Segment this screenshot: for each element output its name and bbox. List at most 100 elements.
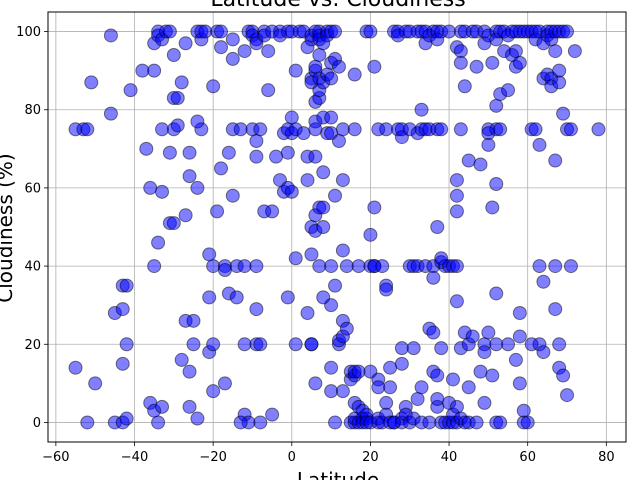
scatter-point	[560, 388, 575, 403]
scatter-point	[162, 145, 177, 160]
scatter-point	[379, 122, 394, 137]
scatter-point	[532, 259, 547, 274]
scatter-point	[151, 415, 166, 430]
scatter-point	[182, 399, 197, 414]
scatter-point	[119, 337, 134, 352]
scatter-point	[304, 337, 319, 352]
scatter-point	[253, 415, 268, 430]
scatter-point	[335, 122, 350, 137]
scatter-point	[324, 384, 339, 399]
scatter-point	[269, 149, 284, 164]
scatter-point	[449, 399, 464, 414]
scatter-point	[151, 235, 166, 250]
scatter-point	[225, 51, 240, 66]
scatter-point	[190, 180, 205, 195]
scatter-point	[206, 259, 221, 274]
scatter-point	[426, 325, 441, 340]
scatter-point	[335, 243, 350, 258]
scatter-point	[410, 392, 425, 406]
scatter-point	[485, 200, 500, 215]
scatter-point	[284, 184, 299, 199]
scatter-point	[442, 24, 457, 39]
scatter-point	[465, 329, 480, 344]
scatter-point	[225, 188, 240, 203]
scatter-point	[489, 286, 504, 301]
scatter-point	[316, 220, 331, 234]
scatter-point	[155, 184, 170, 199]
scatter-point	[512, 329, 527, 344]
scatter-point	[312, 48, 327, 62]
scatter-point	[347, 67, 362, 82]
x-tick-label: −60	[42, 450, 69, 465]
y-tick-label: 100	[16, 25, 41, 40]
scatter-point	[186, 337, 201, 352]
scatter-point	[512, 306, 527, 320]
scatter-point	[363, 227, 378, 242]
scatter-point	[489, 177, 504, 191]
scatter-point	[249, 149, 264, 164]
scatter-point	[508, 352, 523, 367]
scatter-point	[556, 368, 571, 383]
scatter-point	[119, 278, 134, 293]
scatter-point	[347, 122, 362, 137]
y-tick-label: 0	[33, 416, 41, 431]
scatter-point	[249, 259, 264, 274]
scatter-point	[414, 102, 429, 117]
scatter-point	[461, 153, 476, 168]
scatter-point	[394, 341, 409, 356]
scatter-point	[324, 298, 339, 313]
scatter-point	[351, 259, 366, 274]
scatter-point	[233, 122, 248, 137]
scatter-point	[253, 337, 268, 352]
axis-ticks: −60 −40 −20 0 20 40 60 80 0 20 40 60 80 100	[16, 25, 614, 465]
scatter-point	[155, 399, 170, 414]
scatter-point	[316, 165, 331, 180]
scatter-point	[135, 63, 150, 78]
scatter-point	[449, 259, 464, 274]
scatter-point	[383, 380, 398, 395]
scatter-point	[508, 44, 523, 59]
scatter-point	[469, 415, 484, 430]
scatter-point	[182, 364, 197, 379]
scatter-point	[217, 376, 232, 391]
y-tick-label: 40	[24, 260, 41, 275]
scatter-point	[68, 360, 83, 375]
scatter-point	[552, 75, 567, 90]
scatter-point	[296, 126, 311, 141]
scatter-point	[477, 345, 492, 360]
scatter-point	[178, 208, 193, 223]
scatter-point	[155, 122, 170, 137]
scatter-point	[422, 415, 437, 430]
scatter-point	[512, 55, 527, 70]
scatter-point	[331, 59, 346, 74]
scatter-point	[528, 122, 543, 137]
scatter-point	[214, 161, 229, 176]
scatter-point	[206, 79, 221, 94]
scatter-point	[174, 75, 189, 90]
scatter-point	[198, 24, 213, 39]
scatter-point	[324, 360, 339, 375]
scatter-point	[548, 259, 563, 274]
scatter-point	[560, 24, 575, 39]
scatter-point	[186, 313, 201, 328]
scatter-point	[379, 282, 394, 297]
scatter-point	[265, 204, 280, 219]
scatter-point	[367, 200, 382, 215]
scatter-point	[288, 63, 303, 78]
scatter-point	[324, 259, 339, 274]
scatter-point	[379, 395, 394, 410]
scatter-point	[339, 259, 354, 274]
scatter-point	[567, 44, 582, 59]
scatter-point	[532, 137, 547, 152]
scatter-point	[445, 372, 460, 387]
scatter-point	[371, 380, 386, 395]
scatter-point	[261, 83, 276, 98]
scatter-point	[426, 270, 441, 285]
scatter-point	[288, 251, 303, 266]
scatter-point	[481, 137, 496, 152]
scatter-point	[249, 302, 264, 317]
scatter-point	[548, 44, 563, 59]
scatter-point	[449, 204, 464, 219]
scatter-point	[453, 55, 468, 70]
scatter-point	[477, 395, 492, 410]
